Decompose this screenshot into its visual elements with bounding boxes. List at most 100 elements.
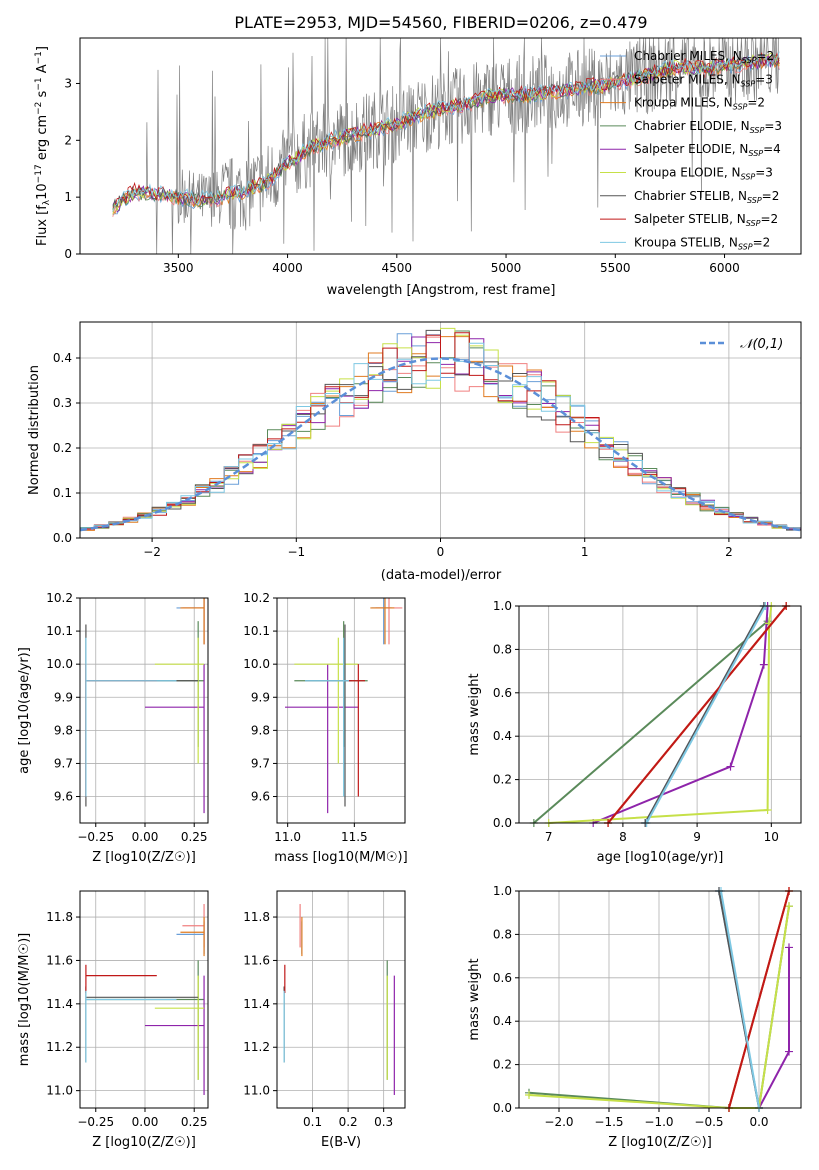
massweight_vs_age-series-line xyxy=(533,620,769,824)
residual-legend: 𝒩(0,1) xyxy=(700,337,783,352)
observed-spectrum-line xyxy=(112,37,780,255)
massweight_vs_Z-frame xyxy=(518,890,802,1109)
massweight_vs_age-xtick-label: 7 xyxy=(545,830,553,844)
age_vs_Z-xtick-label: 0.25 xyxy=(181,830,208,844)
massweight_vs_Z-series-marker xyxy=(785,902,793,911)
mass_vs_ebv-marks xyxy=(283,904,395,1095)
massweight_vs_Z-series-line xyxy=(720,890,760,1109)
age_vs_mass-xtick-label: 11.5 xyxy=(341,830,368,844)
residual-xtick-label: 1 xyxy=(581,545,589,559)
spectrum-ytick-label: 0 xyxy=(64,247,72,261)
age_vs_mass-ytick-label: 10.2 xyxy=(243,591,270,605)
age_vs_mass-xlabel: mass [log10(M/M☉)] xyxy=(274,850,407,865)
residual-ylabel: Normed distribution xyxy=(27,365,42,495)
spectrum-ytick-label: 3 xyxy=(64,76,72,90)
massweight_vs_Z-ytick-label: 0.4 xyxy=(493,1014,512,1028)
figure-title: PLATE=2953, MJD=54560, FIBERID=0206, z=0… xyxy=(234,13,647,32)
legend-label: Kroupa ELODIE, NSSP=3 xyxy=(634,166,773,182)
residual-panel: −2 −1 0 1 2 0.0 0.1 0.2 0.3 0.4 (data-model)/erro… xyxy=(27,321,802,583)
mass_vs_ebv-xlabel: E(B-V) xyxy=(321,1135,361,1150)
mass_vs_Z-xtick-label: 0.25 xyxy=(181,1115,208,1129)
massweight_vs_age-xtick-label: 10 xyxy=(764,830,779,844)
mass_vs_Z-ytick-label: 11.6 xyxy=(46,953,73,967)
spectrum-ylabel: Flux [fλ10−17 erg cm−2 s−1 A−1] xyxy=(34,46,52,246)
massweight_vs_age-series-line xyxy=(607,605,787,824)
legend-label: Kroupa STELIB, NSSP=2 xyxy=(634,235,770,251)
mass_vs_ebv-ytick-label: 11.0 xyxy=(243,1084,270,1098)
legend-label: Chabrier MILES, NSSP=2 xyxy=(634,49,774,65)
massweight_vs_Z-xtick-label: −1.5 xyxy=(594,1115,623,1129)
massweight_vs_Z-ytick-label: 0.6 xyxy=(493,971,512,985)
age_vs_mass-ytick-label: 10.0 xyxy=(243,657,270,671)
massweight_vs_age-series-line xyxy=(548,605,773,824)
massweight_vs_Z-panel: −2.0 −1.5 −1.0 −0.5 0.0 0.0 0.2 0.4 0.6 0.8 1.0 Z [… xyxy=(467,884,802,1150)
massweight_vs_Z-series-marker xyxy=(785,943,793,952)
residual-xtick-label: −2 xyxy=(143,545,161,559)
mass_vs_Z-xlabel: Z [log10(Z/Z☉)] xyxy=(92,1135,196,1150)
age_vs_mass-frame xyxy=(276,597,406,824)
spectrum-xtick-label: 5000 xyxy=(491,261,522,275)
massweight_vs_Z-xtick-label: −2.0 xyxy=(544,1115,573,1129)
massweight_vs_age-series-line xyxy=(645,605,767,824)
age_vs_Z-marks xyxy=(85,598,205,814)
massweight_vs_age-xtick-label: 9 xyxy=(693,830,701,844)
mass_vs_ebv-panel: 0.1 0.2 0.3 11.0 11.2 11.4 11.6 11.8 E(B-V) xyxy=(243,890,406,1150)
model-spectrum-line xyxy=(112,51,780,212)
age_vs_Z-panel: −0.25 0.00 0.25 9.6 9.7 9.8 9.9 10.0 10.1 10.2 Z [… xyxy=(17,591,209,865)
massweight_vs_Z-series-marker xyxy=(525,1090,533,1099)
age_vs_mass-marks xyxy=(285,598,403,814)
massweight_vs_age-ylabel: mass weight xyxy=(467,673,482,755)
spectrum-xtick-label: 6000 xyxy=(709,261,740,275)
age_vs_Z-ytick-label: 9.6 xyxy=(54,790,73,804)
massweight_vs_Z-xlabel: Z [log10(Z/Z☉)] xyxy=(608,1135,712,1150)
mass_vs_ebv-frame xyxy=(276,890,406,1109)
age_vs_Z-ytick-label: 9.7 xyxy=(54,756,73,770)
spectrum-ytick-label: 2 xyxy=(64,133,72,147)
massweight_vs_age-series-marker xyxy=(726,762,735,771)
massweight_vs_age-marks xyxy=(529,602,791,827)
age_vs_mass-ytick-label: 9.8 xyxy=(251,723,270,737)
age_vs_Z-xtick-label: 0.00 xyxy=(132,830,159,844)
massweight_vs_age-panel: 7 8 9 10 0.0 0.2 0.4 0.6 0.8 1.0 age [log10(age/yr… xyxy=(467,599,802,865)
spectrum-xtick-label: 4500 xyxy=(382,261,413,275)
residual-xtick-label: 2 xyxy=(725,545,733,559)
mass_vs_Z-marks xyxy=(85,904,205,1095)
mass_vs_ebv-ytick-label: 11.4 xyxy=(243,997,270,1011)
age_vs_Z-ytick-label: 9.9 xyxy=(54,690,73,704)
spectrum-panel: 3500 4000 4500 5000 5500 6000 0 1 2 3 wavelength … xyxy=(34,37,802,298)
residual-ytick-label: 0.2 xyxy=(53,441,72,455)
massweight_vs_age-series-marker xyxy=(759,660,768,669)
age_vs_mass-panel: 11.0 11.5 9.6 9.7 9.8 9.9 10.0 10.1 10.2 mass [lo… xyxy=(243,591,407,865)
massweight_vs_Z-ylabel: mass weight xyxy=(467,958,482,1040)
massweight_vs_Z-series-line xyxy=(728,890,790,1109)
massweight_vs_age-frame xyxy=(518,605,802,824)
residual-ytick-label: 0.4 xyxy=(53,351,72,365)
age_vs_Z-xlabel: Z [log10(Z/Z☉)] xyxy=(92,850,196,865)
massweight_vs_Z-ytick-label: 0.2 xyxy=(493,1058,512,1072)
legend-label: Salpeter ELODIE, NSSP=4 xyxy=(634,142,781,158)
massweight_vs_Z-series-marker xyxy=(785,1047,793,1056)
age_vs_Z-ytick-label: 10.1 xyxy=(46,624,73,638)
massweight_vs_age-series-marker xyxy=(763,805,772,814)
legend-label: Chabrier ELODIE, NSSP=3 xyxy=(634,119,782,135)
age_vs_Z-xtick-label: −0.25 xyxy=(77,830,114,844)
mass_vs_ebv-ytick-label: 11.2 xyxy=(243,1040,270,1054)
age_vs_Z-frame xyxy=(79,597,209,824)
model-spectrum-line xyxy=(112,51,780,208)
legend-label: Chabrier STELIB, NSSP=2 xyxy=(634,189,779,205)
age_vs_mass-xtick-label: 11.0 xyxy=(274,830,301,844)
model-spectrum-line xyxy=(112,53,780,208)
massweight_vs_age-series-line xyxy=(644,605,765,824)
massweight_vs_Z-xtick-label: −0.5 xyxy=(694,1115,723,1129)
mass_vs_Z-ytick-label: 11.2 xyxy=(46,1040,73,1054)
age_vs_Z-ytick-label: 10.0 xyxy=(46,657,73,671)
massweight_vs_age-ytick-label: 0.2 xyxy=(493,773,512,787)
massweight_vs_age-series-line xyxy=(592,605,769,824)
spectrum-frame xyxy=(79,37,802,255)
residual-xlabel: (data-model)/error xyxy=(381,568,502,583)
massweight_vs_age-ytick-label: 0.4 xyxy=(493,729,512,743)
massweight_vs_age-ytick-label: 0.8 xyxy=(493,642,512,656)
mass_vs_Z-ytick-label: 11.0 xyxy=(46,1084,73,1098)
massweight_vs_age-ytick-label: 1.0 xyxy=(493,599,512,613)
residual-xtick-label: −1 xyxy=(287,545,305,559)
